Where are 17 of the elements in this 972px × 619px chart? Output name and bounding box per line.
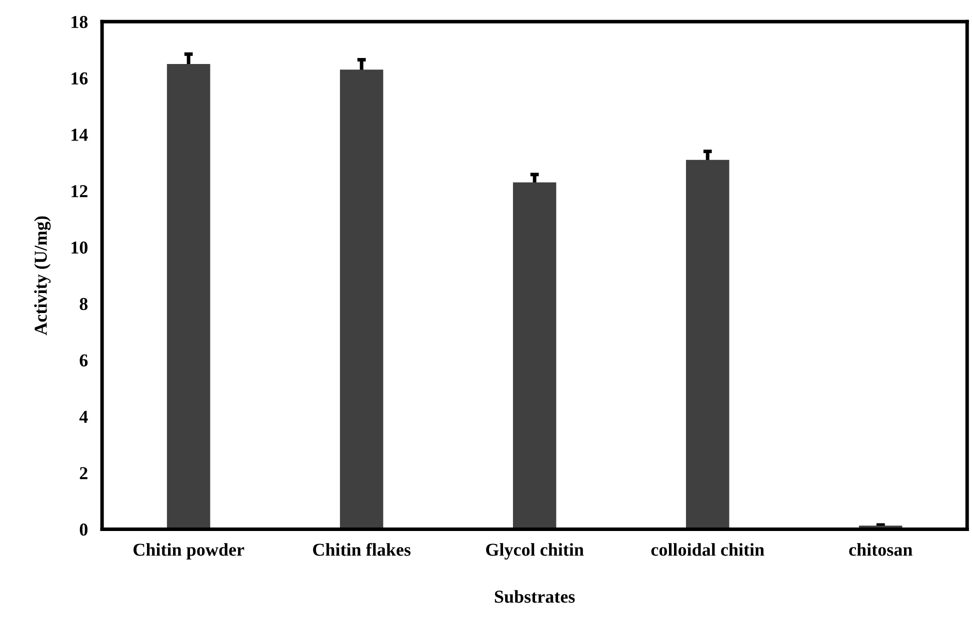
y-tick-label: 2 bbox=[80, 467, 88, 480]
y-tick-label: 14 bbox=[72, 128, 88, 141]
x-axis-title: Substrates bbox=[494, 590, 575, 603]
y-tick-label: 4 bbox=[79, 410, 88, 423]
x-tick-label: colloidal chitin bbox=[651, 543, 764, 556]
x-tick-label: chitosan bbox=[849, 543, 912, 556]
y-tick-label: 10 bbox=[72, 242, 88, 254]
y-tick-label: 16 bbox=[72, 72, 88, 85]
y-tick-label: 0 bbox=[80, 524, 88, 536]
x-tick-label: Glycol chitin bbox=[486, 543, 584, 560]
y-axis-title: Activity (U/mg) bbox=[34, 216, 51, 336]
y-tick-label: 18 bbox=[72, 16, 88, 28]
y-tick-label: 6 bbox=[80, 354, 88, 366]
x-tick-label: Chitin flakes bbox=[313, 542, 411, 556]
y-tick-label: 8 bbox=[80, 298, 88, 310]
x-tick-label: Chitin powder bbox=[134, 543, 244, 560]
y-tick-label: 12 bbox=[72, 185, 88, 198]
